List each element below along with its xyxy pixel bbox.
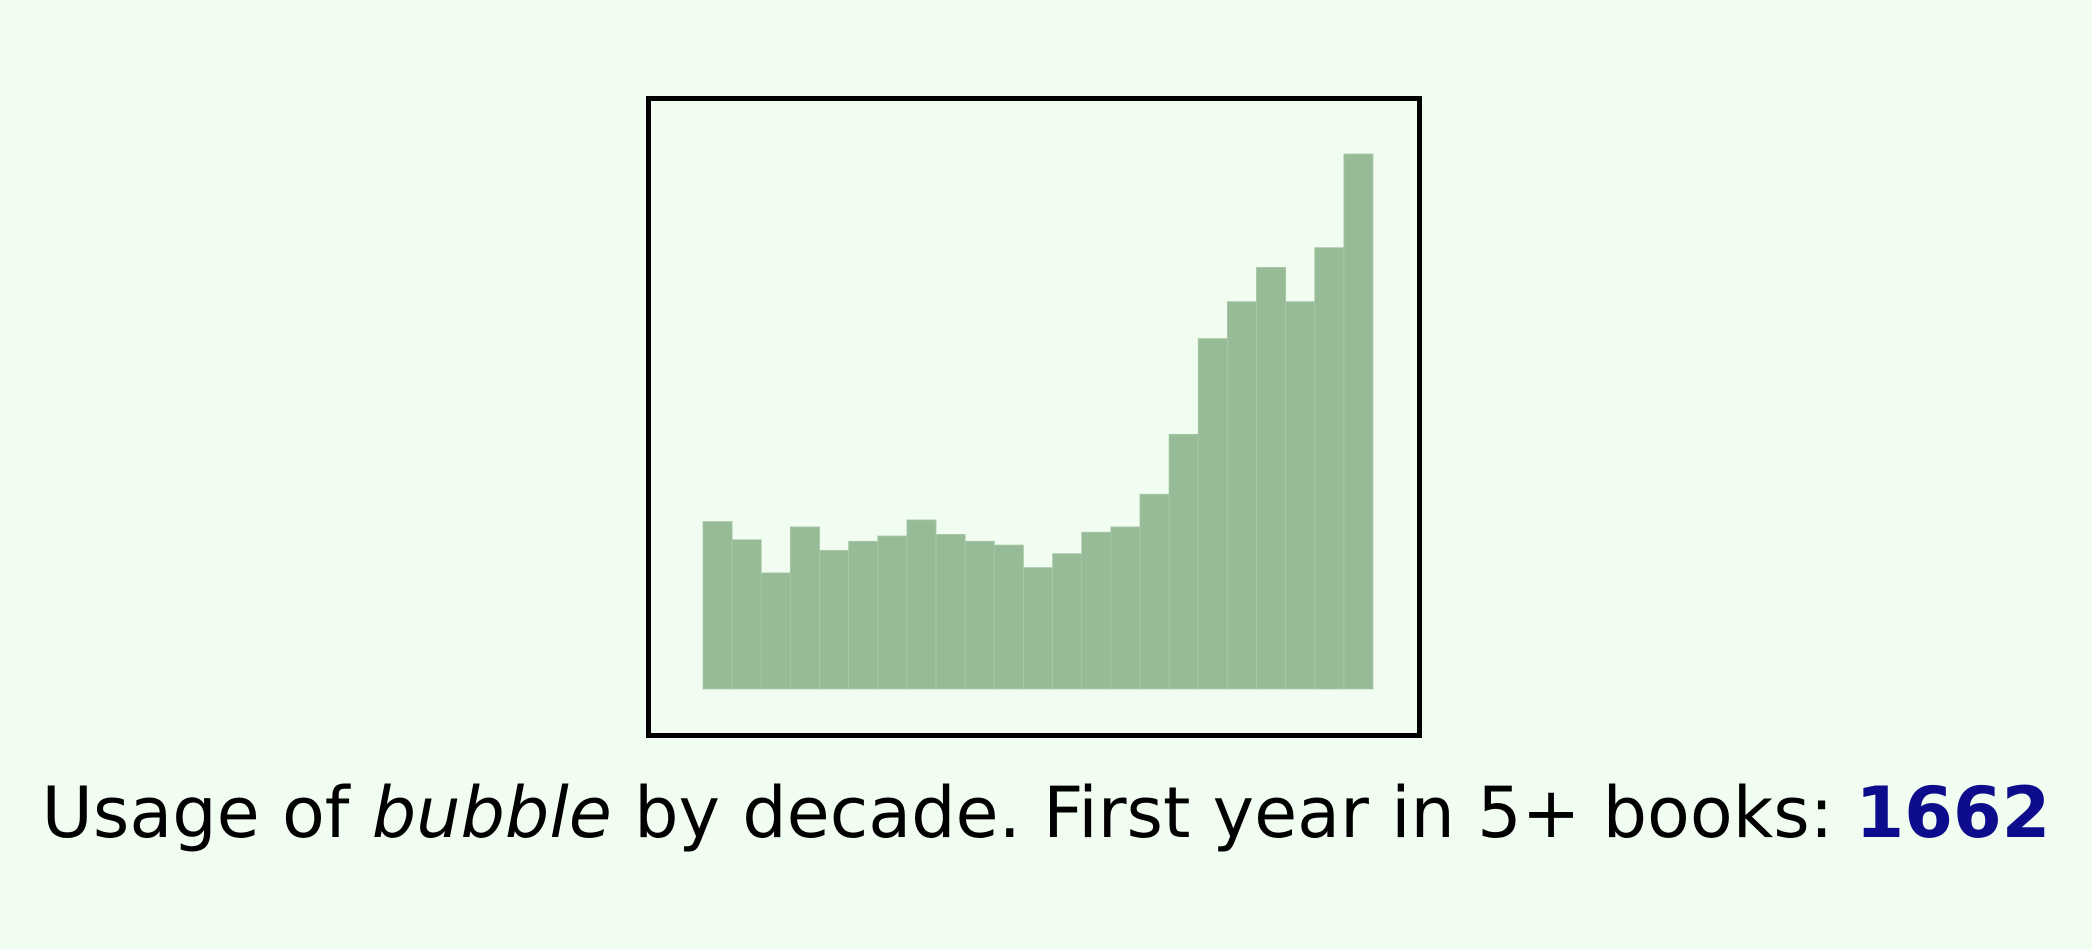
bar-decade-2 — [731, 539, 762, 690]
chart-frame — [646, 96, 1422, 738]
bar-decade-7 — [877, 535, 908, 690]
bar-decade-17 — [1168, 433, 1199, 690]
bar-decade-18 — [1197, 338, 1228, 690]
bar-decade-19 — [1226, 301, 1257, 690]
first-year-value: 1662 — [1855, 772, 2051, 854]
bar-decade-13 — [1052, 553, 1083, 690]
usage-bar-chart — [702, 153, 1374, 690]
bar-decade-23 — [1343, 153, 1374, 690]
bar-decade-10 — [964, 540, 995, 690]
bar-decade-11 — [993, 544, 1024, 690]
bar-decade-3 — [760, 572, 791, 690]
bar-decade-6 — [848, 540, 879, 690]
caption-prefix: Usage of — [41, 772, 372, 854]
bar-decade-21 — [1285, 301, 1316, 690]
bar-decade-12 — [1023, 567, 1053, 690]
bar-decade-16 — [1139, 493, 1170, 690]
bar-decade-22 — [1314, 247, 1345, 690]
chart-caption: Usage of bubble by decade. First year in… — [0, 772, 2092, 854]
caption-word: bubble — [371, 772, 612, 854]
bar-decade-5 — [819, 550, 850, 690]
bar-decade-9 — [935, 533, 966, 690]
bar-decade-1 — [702, 521, 733, 690]
bar-decade-20 — [1256, 267, 1287, 690]
bar-decade-4 — [789, 526, 820, 690]
bar-decade-14 — [1081, 531, 1112, 690]
bar-decade-15 — [1110, 526, 1141, 690]
caption-middle: by decade. First year in 5+ books: — [611, 772, 1856, 854]
bar-decade-8 — [906, 519, 937, 690]
